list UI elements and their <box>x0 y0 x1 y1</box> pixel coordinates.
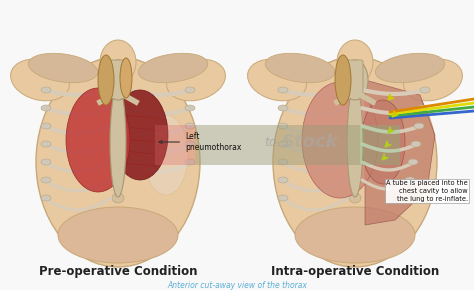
Ellipse shape <box>278 141 288 147</box>
Ellipse shape <box>411 141 421 147</box>
Ellipse shape <box>98 55 114 105</box>
Ellipse shape <box>112 121 124 131</box>
Ellipse shape <box>112 157 124 167</box>
Ellipse shape <box>273 57 437 267</box>
Ellipse shape <box>110 87 126 197</box>
Ellipse shape <box>375 53 445 83</box>
Ellipse shape <box>405 177 415 183</box>
Ellipse shape <box>112 175 124 185</box>
FancyBboxPatch shape <box>110 60 126 94</box>
Polygon shape <box>195 125 400 165</box>
Ellipse shape <box>247 59 306 101</box>
FancyBboxPatch shape <box>347 60 363 94</box>
Ellipse shape <box>278 123 288 129</box>
Text: Stock: Stock <box>282 133 338 151</box>
Ellipse shape <box>278 105 288 111</box>
Ellipse shape <box>112 193 124 203</box>
Ellipse shape <box>278 159 288 165</box>
Ellipse shape <box>349 85 361 95</box>
Ellipse shape <box>185 123 195 129</box>
Ellipse shape <box>41 159 51 165</box>
Ellipse shape <box>347 87 363 197</box>
Ellipse shape <box>361 100 405 184</box>
Ellipse shape <box>185 105 195 111</box>
Ellipse shape <box>41 177 51 183</box>
Ellipse shape <box>417 105 427 111</box>
Ellipse shape <box>414 123 424 129</box>
Ellipse shape <box>337 40 373 84</box>
Ellipse shape <box>278 195 288 201</box>
Ellipse shape <box>58 207 178 263</box>
Text: Left
pneumothorax: Left pneumothorax <box>159 132 241 152</box>
Ellipse shape <box>112 103 124 113</box>
Ellipse shape <box>36 57 200 267</box>
Ellipse shape <box>28 53 98 83</box>
Ellipse shape <box>349 175 361 185</box>
Ellipse shape <box>349 139 361 149</box>
Ellipse shape <box>185 159 195 165</box>
Ellipse shape <box>10 59 69 101</box>
Text: Anterior cut-away view of the thorax: Anterior cut-away view of the thorax <box>167 280 307 289</box>
Ellipse shape <box>349 193 361 203</box>
Ellipse shape <box>66 88 130 192</box>
Ellipse shape <box>420 87 430 93</box>
Ellipse shape <box>335 55 351 105</box>
Ellipse shape <box>349 211 361 221</box>
Text: Pre-operative Condition: Pre-operative Condition <box>39 266 197 278</box>
Text: A tube is placed into the
chest cavity to allow
the lung to re-inflate.: A tube is placed into the chest cavity t… <box>386 180 468 202</box>
Ellipse shape <box>120 58 132 98</box>
Ellipse shape <box>112 139 124 149</box>
Ellipse shape <box>349 121 361 131</box>
Ellipse shape <box>138 53 208 83</box>
Ellipse shape <box>41 195 51 201</box>
Ellipse shape <box>41 105 51 111</box>
Text: to: to <box>264 135 276 148</box>
Ellipse shape <box>342 60 368 100</box>
Ellipse shape <box>41 141 51 147</box>
Polygon shape <box>155 125 360 165</box>
Ellipse shape <box>302 82 378 198</box>
Ellipse shape <box>112 211 124 221</box>
Ellipse shape <box>185 87 195 93</box>
Ellipse shape <box>349 157 361 167</box>
Text: Intra-operative Condition: Intra-operative Condition <box>271 266 439 278</box>
Ellipse shape <box>41 123 51 129</box>
Ellipse shape <box>144 115 188 195</box>
Polygon shape <box>365 80 435 225</box>
Ellipse shape <box>278 177 288 183</box>
Ellipse shape <box>166 59 226 101</box>
Ellipse shape <box>265 53 335 83</box>
Ellipse shape <box>41 87 51 93</box>
Ellipse shape <box>408 159 418 165</box>
Ellipse shape <box>349 103 361 113</box>
Ellipse shape <box>112 85 124 95</box>
Ellipse shape <box>278 87 288 93</box>
Ellipse shape <box>185 141 195 147</box>
Ellipse shape <box>100 40 136 84</box>
Ellipse shape <box>403 59 463 101</box>
Ellipse shape <box>105 60 131 100</box>
Ellipse shape <box>112 90 168 180</box>
Ellipse shape <box>295 207 415 263</box>
